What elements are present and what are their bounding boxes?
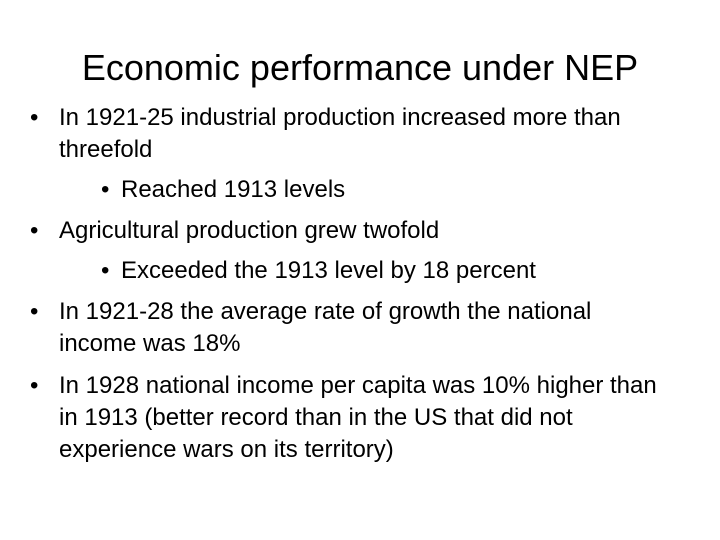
bullet-text: In 1921-28 the average rate of growth th… <box>59 298 592 357</box>
bullet-item: • In 1928 national income per capita was… <box>30 370 670 466</box>
bullet-item: • Agricultural production grew twofold <box>30 215 670 247</box>
slide-title: Economic performance under NEP <box>81 47 639 88</box>
bullet-marker: • <box>101 176 110 203</box>
bullet-text: In 1928 national income per capita was 1… <box>59 372 657 463</box>
bullet-marker: • <box>30 298 39 325</box>
bullet-text: Exceeded the 1913 level by 18 percent <box>121 257 536 284</box>
bullet-marker: • <box>30 104 39 131</box>
bullet-text: Agricultural production grew twofold <box>59 217 440 244</box>
sub-bullet-item: • Reached 1913 levels <box>101 174 661 206</box>
bullet-item: • In 1921-25 industrial production incre… <box>30 102 670 166</box>
bullet-marker: • <box>101 257 110 284</box>
sub-bullet-item: • Exceeded the 1913 level by 18 percent <box>101 255 661 287</box>
bullet-item: • In 1921-28 the average rate of growth … <box>30 296 670 360</box>
bullet-marker: • <box>30 372 39 399</box>
bullet-text: Reached 1913 levels <box>121 176 346 203</box>
bullet-text: In 1921-25 industrial production increas… <box>59 104 621 163</box>
bullet-marker: • <box>30 217 39 244</box>
